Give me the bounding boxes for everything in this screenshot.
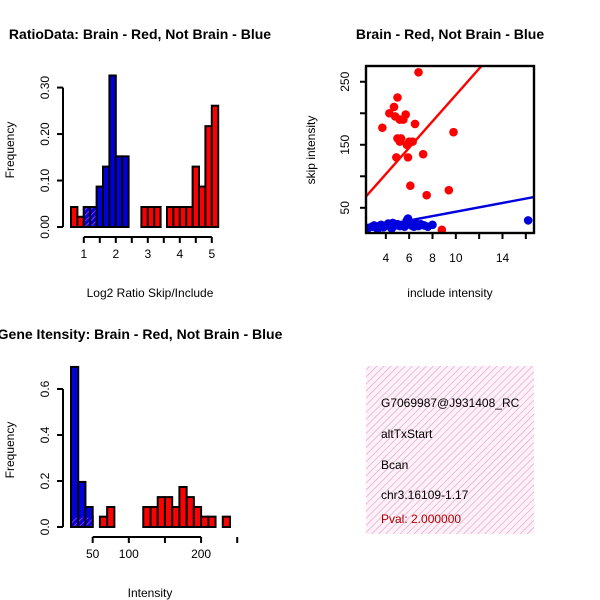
- brain-point: [403, 153, 413, 162]
- intensity-histogram-not-brain-bar: [84, 505, 94, 528]
- gene-name: Bcan: [381, 458, 408, 472]
- intensity-histogram-x-tick-label: 100: [119, 547, 139, 561]
- brain-point: [408, 137, 417, 146]
- ratio-histogram-x-tick-label: 1: [80, 247, 87, 261]
- intensity-histogram-y-tick-label: 0.4: [38, 426, 52, 443]
- intensity-histogram-brain-bar: [163, 496, 174, 529]
- intensity-histogram-overlap-bar: [86, 517, 92, 526]
- intensity-histogram-not-brain-bar: [77, 480, 87, 529]
- info-box: G7069987@J931408_RC altTxStart Bcan chr3…: [366, 366, 534, 534]
- ratio-histogram-not-brain-bar: [108, 74, 117, 228]
- brain-point: [437, 225, 447, 233]
- ratio-histogram-not-brain-bar: [121, 155, 130, 228]
- not-brain-fit-line: [366, 195, 534, 230]
- not-brain-point: [387, 224, 396, 233]
- ratio-histogram-y-tick-label: 0.30: [38, 76, 52, 100]
- genomic-location: chr3.16109-1.17: [381, 488, 469, 502]
- intensity-histogram-axes: 0.0 0.2 0.4 0.6 50 100 200: [38, 380, 239, 561]
- intensity-histogram-y-tick-label: 0.0: [38, 518, 52, 535]
- scatter-x-tick-label: 8: [429, 251, 436, 265]
- brain-point: [422, 190, 431, 200]
- ratio-histogram-y-tick-label: 0.20: [38, 122, 52, 146]
- scatter-y-tick-label: 150: [338, 134, 352, 154]
- brain-point: [418, 149, 428, 159]
- scatter-x-tick-label: 14: [496, 251, 510, 265]
- intensity-histogram-brain-bar: [156, 496, 166, 529]
- brain-point: [449, 127, 458, 137]
- brain-point: [410, 119, 420, 129]
- intensity-histogram-overlap-bar: [79, 517, 85, 526]
- scatter-y-tick-label: 50: [338, 201, 352, 215]
- brain-point: [378, 123, 387, 133]
- ratio-histogram-x-tick-label: 2: [112, 247, 119, 261]
- brain-point: [393, 93, 402, 102]
- scatter-y-tick-label: 250: [338, 71, 352, 91]
- ratio-histogram-x-tick-label: 5: [208, 247, 215, 261]
- not-brain-point: [428, 220, 437, 230]
- brain-point: [444, 185, 454, 195]
- ratio-histogram-bars: [70, 74, 220, 229]
- p-value: Pval: 2.000000: [381, 512, 461, 526]
- ratio-histogram-xlabel: Log2 Ratio Skip/Include: [87, 286, 214, 300]
- intensity-histogram-brain-bar: [185, 496, 195, 529]
- intensity-histogram: Gene Itensity: Brain - Red, Not Brain - …: [0, 326, 283, 600]
- intensity-histogram-x-tick-label: 50: [86, 547, 100, 561]
- intensity-histogram-bars: [70, 365, 231, 529]
- ratio-histogram-ylabel: Frequency: [3, 122, 17, 179]
- intensity-histogram-brain-bar: [207, 515, 217, 529]
- intensity-histogram-y-tick-label: 0.2: [38, 472, 52, 489]
- intensity-histogram-x-tick-label: 200: [191, 547, 211, 561]
- intensity-histogram-overlap-bar: [72, 517, 78, 526]
- scatter-x-tick-label: 10: [449, 251, 463, 265]
- scatter-x-tick-label: 6: [406, 251, 413, 265]
- intensity-scatter-title: Brain - Red, Not Brain - Blue: [356, 26, 544, 42]
- ratio-histogram-brain-bar: [153, 206, 162, 229]
- intensity-histogram-brain-bar: [221, 515, 231, 529]
- intensity-scatter-axes: 4 6 8 10 14 50 150 250: [338, 64, 536, 265]
- intensity-scatter-xlabel: include intensity: [407, 286, 492, 300]
- intensity-histogram-ylabel: Frequency: [3, 422, 17, 479]
- brain-point: [395, 137, 405, 146]
- ratio-histogram-overlap-bar: [84, 208, 90, 226]
- brain-point: [389, 102, 399, 112]
- intensity-histogram-xlabel: Intensity: [128, 586, 173, 600]
- intensity-histogram-brain-bar: [178, 485, 188, 529]
- intensity-histogram-title: Gene Itensity: Brain - Red, Not Brain - …: [0, 326, 283, 342]
- intensity-histogram-brain-bar: [192, 505, 203, 528]
- ratio-histogram-x-tick-label: 3: [144, 247, 151, 261]
- ratio-histogram: RatioData: Brain - Red, Not Brain - Blue…: [3, 26, 271, 300]
- intensity-histogram-y-tick-label: 0.6: [38, 380, 52, 397]
- ratio-histogram-y-tick-label: 0.10: [38, 169, 52, 193]
- intensity-histogram-brain-bar: [200, 515, 210, 529]
- intensity-histogram-not-brain-bar: [70, 365, 80, 529]
- brain-fit-line: [366, 66, 483, 198]
- ratio-histogram-brain-bar: [210, 104, 220, 228]
- intensity-histogram-brain-bar: [106, 505, 116, 528]
- event-type: altTxStart: [381, 427, 433, 441]
- intensity-histogram-brain-bar: [149, 505, 159, 528]
- not-brain-point: [523, 216, 533, 225]
- scatter-x-tick-label: 4: [382, 251, 389, 265]
- brain-point: [406, 181, 415, 191]
- brain-point: [401, 110, 410, 119]
- intensity-scatter-ylabel: skip intensity: [304, 116, 318, 185]
- info-box-background: [366, 366, 534, 534]
- intensity-scatter: Brain - Red, Not Brain - Blue 4 6 8 10 14 50 1…: [304, 26, 544, 300]
- scatter-frame: [364, 64, 536, 235]
- scatter-plot-area: [366, 66, 534, 233]
- ratio-histogram-y-tick-label: 0.00: [38, 215, 52, 239]
- intensity-histogram-brain-bar: [171, 505, 181, 528]
- brain-point: [414, 68, 423, 77]
- intensity-histogram-brain-bar: [98, 515, 109, 529]
- ratio-histogram-overlap-bar: [91, 208, 96, 226]
- intensity-histogram-brain-bar: [142, 505, 152, 528]
- ratio-histogram-axes: 0.00 0.10 0.20 0.30 1 2 3 4 5: [38, 76, 215, 261]
- event-id: G7069987@J931408_RC: [381, 396, 520, 410]
- intensity-scatter-points: [366, 66, 534, 233]
- ratio-histogram-title: RatioData: Brain - Red, Not Brain - Blue: [9, 26, 271, 42]
- ratio-histogram-x-tick-label: 4: [176, 247, 183, 261]
